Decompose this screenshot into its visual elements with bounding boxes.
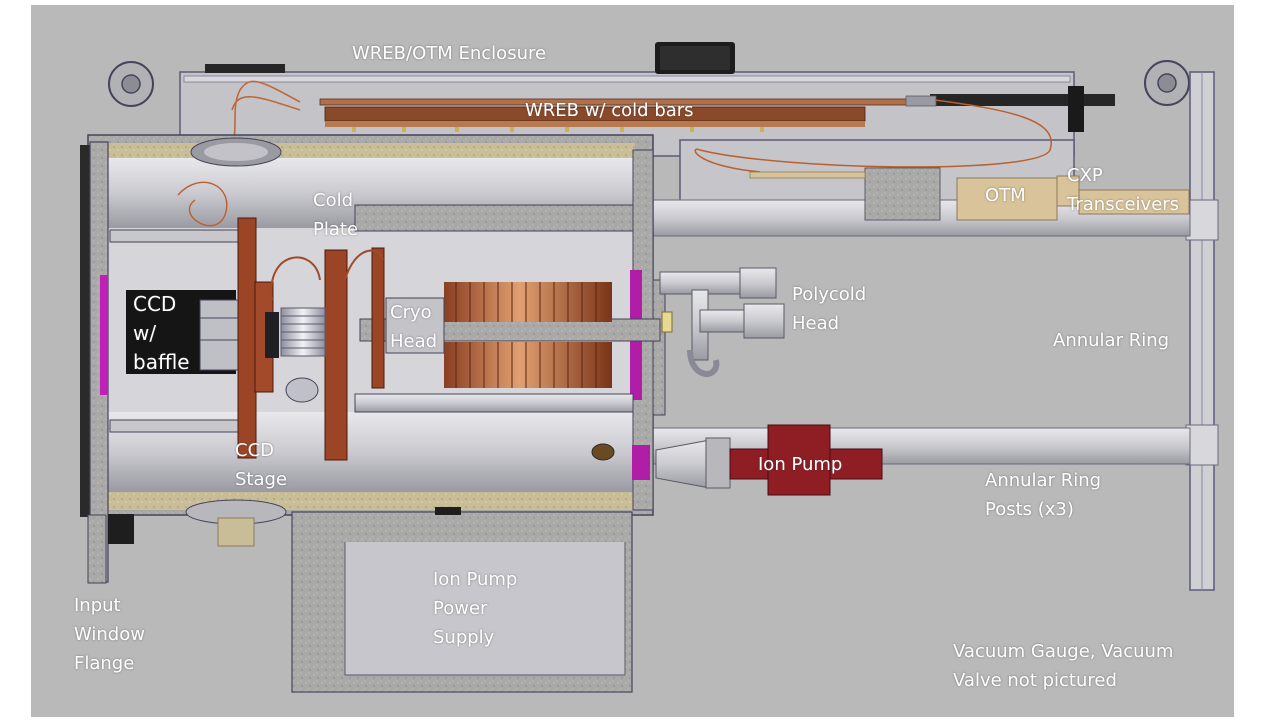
label-ccd-baffle: CCD w/ baffle — [133, 292, 190, 374]
spring-stack — [280, 307, 326, 403]
cryo-head-coils — [385, 282, 612, 388]
otm-heatsink — [864, 167, 941, 221]
label-cxp-transceivers: CXP Transceivers — [1067, 165, 1180, 215]
frame-post — [87, 514, 107, 584]
label-wreb-cold-bars: WREB w/ cold bars — [525, 100, 694, 121]
input-window — [80, 145, 92, 517]
annular-ring — [1185, 71, 1219, 591]
ion-pump — [655, 424, 883, 496]
cxp-transceiver — [1078, 189, 1190, 215]
vent-icon — [205, 64, 285, 73]
ion-pump-power-supply — [291, 507, 633, 693]
label-input-window-flange: Input Window Flange — [74, 595, 145, 674]
label-cryo-head: Cryo Head — [390, 302, 438, 352]
support-bar-upper — [354, 204, 634, 232]
label-ccd-stage: CCD Stage — [235, 440, 288, 490]
label-otm: OTM — [985, 185, 1026, 206]
wreb-board — [229, 80, 1115, 173]
polycold-head — [659, 267, 785, 377]
ccd-assembly — [109, 229, 246, 433]
label-wreb-otm-enclosure: WREB/OTM Enclosure — [352, 43, 547, 64]
cold-bar — [930, 94, 1115, 106]
label-vacuum-note: Vacuum Gauge, Vacuum Valve not pictured — [953, 641, 1174, 691]
label-polycold-head: Polycold Head — [792, 284, 867, 334]
label-ion-pump-power-supply: Ion Pump Power Supply — [433, 569, 518, 648]
label-annular-ring-posts: Annular Ring Posts (x3) — [985, 470, 1102, 520]
label-ion-pump: Ion Pump — [758, 454, 843, 475]
lifting-ring-right — [1144, 60, 1190, 106]
lifting-ring-left — [108, 61, 154, 107]
otm-module — [956, 177, 1058, 221]
ccd-stage — [177, 181, 385, 461]
window-seal — [100, 275, 108, 395]
label-cold-plate: Cold Plate — [313, 190, 359, 240]
label-annular-ring: Annular Ring — [1053, 330, 1170, 351]
